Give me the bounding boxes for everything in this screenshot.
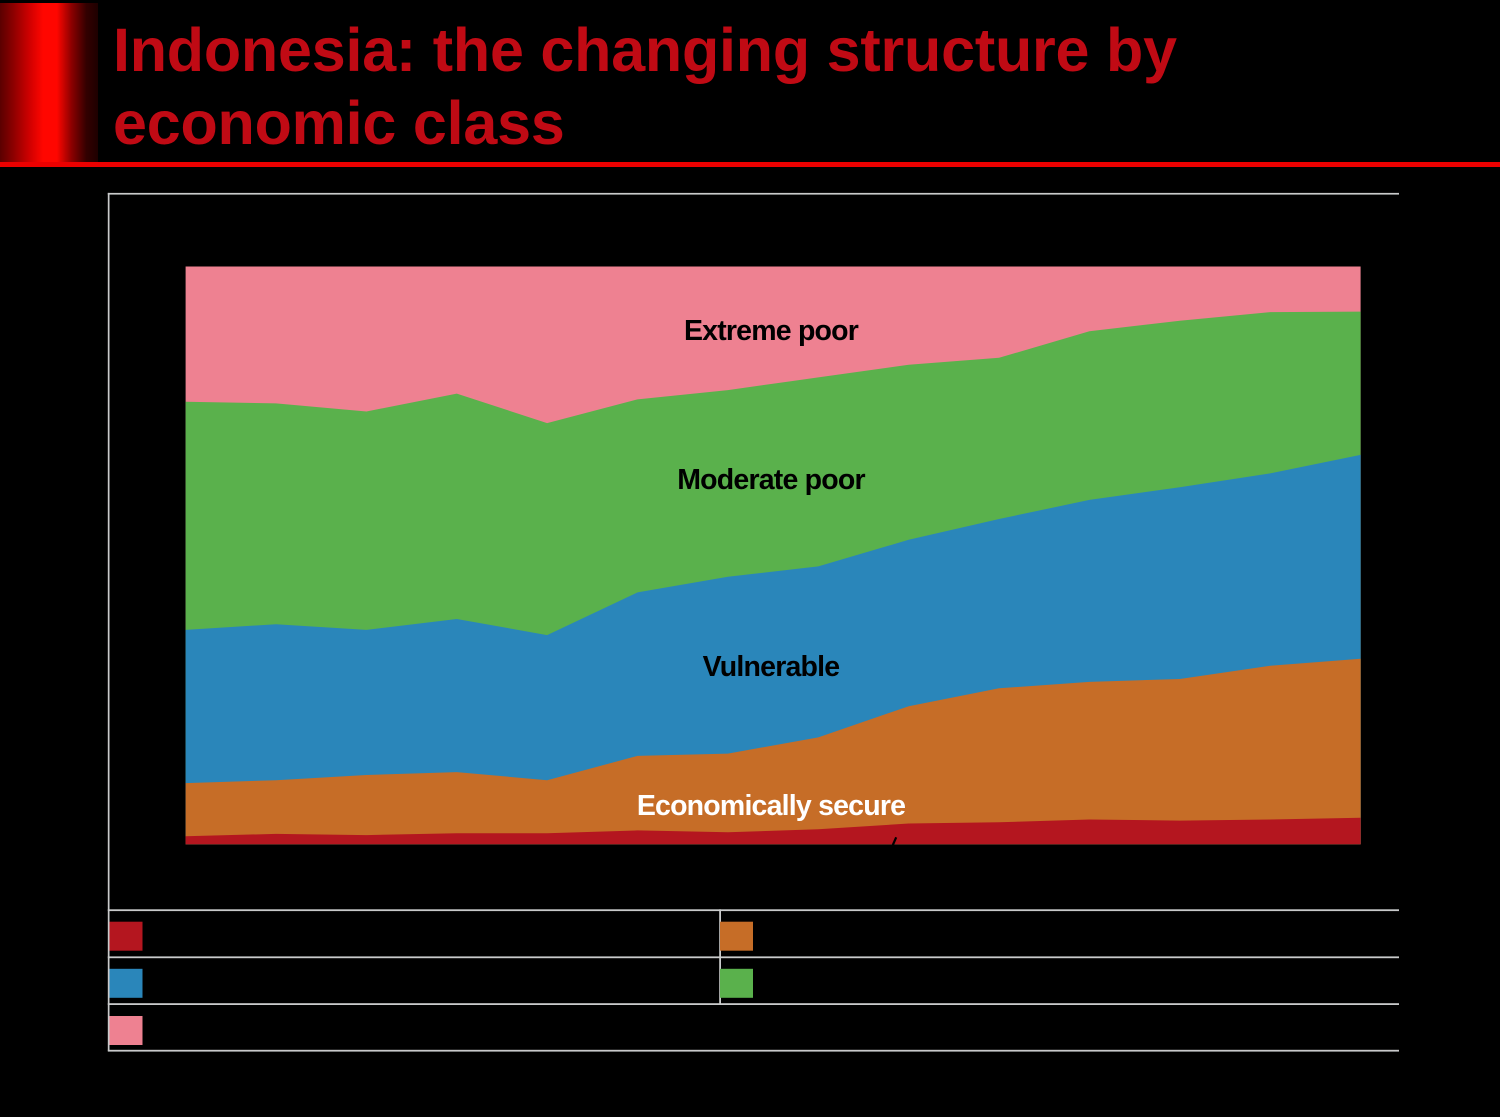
title-underline — [0, 162, 1500, 167]
slide-title-line2: economic class — [113, 89, 565, 157]
title-accent-bar — [0, 3, 98, 163]
chart-frame-top — [107, 192, 1399, 195]
label-moderate-poor: Moderate poor — [677, 464, 865, 496]
stacked-areas — [185, 266, 1361, 845]
legend-swatch-series-3 — [720, 968, 753, 998]
legend-line-2 — [107, 956, 1399, 959]
legend-line-4 — [107, 1049, 1399, 1052]
legend-swatch-series-1 — [720, 921, 753, 951]
slide-title: Indonesia: the changing structure by eco… — [113, 14, 1453, 160]
area-series-0 — [185, 817, 1361, 845]
legend-line-1 — [107, 909, 1399, 912]
legend-divider-vertical — [719, 909, 721, 1005]
legend-swatch-series-2 — [109, 968, 143, 998]
legend-line-3 — [107, 1003, 1399, 1005]
legend-table-lines — [107, 909, 1399, 1052]
label-economically-secure: Economically secure — [637, 790, 905, 822]
chart-frame-left — [107, 192, 110, 1051]
legend-swatches — [109, 921, 753, 1045]
label-extreme-poor: Extreme poor — [684, 315, 859, 347]
chart-frame — [107, 192, 1399, 1051]
area-series-1 — [185, 658, 1361, 845]
label-vulnerable: Vulnerable — [703, 651, 840, 683]
band-labels: Extreme poor Moderate poor Vulnerable Ec… — [637, 315, 906, 822]
slide-title-line1: Indonesia: the changing structure by — [113, 16, 1177, 84]
axis-tick-artifact — [891, 836, 898, 846]
legend-swatch-series-0 — [109, 921, 143, 951]
legend-swatch-series-4 — [109, 1016, 143, 1045]
